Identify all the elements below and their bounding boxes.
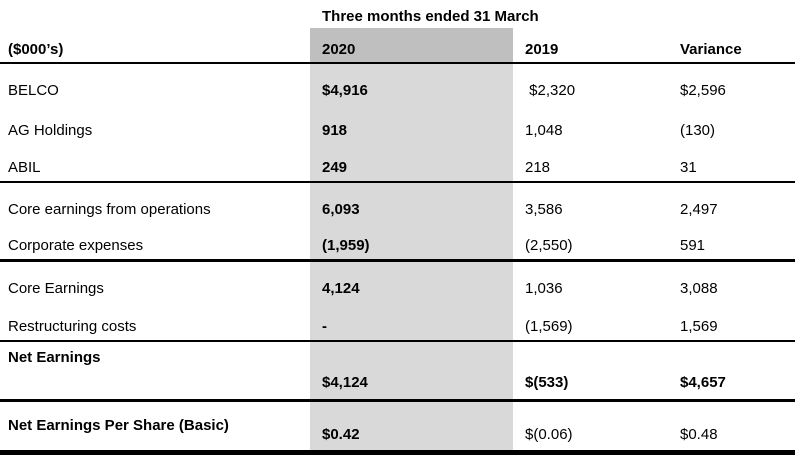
row-label: Net Earnings Per Share (Basic) bbox=[8, 416, 229, 434]
row-label: Restructuring costs bbox=[8, 317, 137, 335]
value-2020: $4,124 bbox=[310, 342, 513, 399]
column-header-units: ($000’s) bbox=[8, 40, 64, 58]
table-row-restructuring-costs: Restructuring costs - (1,569) 1,569 bbox=[0, 302, 795, 342]
value-variance: 591 bbox=[680, 236, 706, 254]
value-variance: 1,569 bbox=[680, 317, 718, 335]
table-row-core-earnings: Core Earnings 4,124 1,036 3,088 bbox=[0, 262, 795, 302]
value-2020: $0.42 bbox=[310, 402, 513, 450]
value-2020: 918 bbox=[310, 104, 513, 144]
value-2020: 6,093 bbox=[310, 183, 513, 223]
table-row-corporate-expenses: Corporate expenses (1,959) (2,550) 591 bbox=[0, 223, 795, 262]
value-2020: (1,959) bbox=[310, 223, 513, 259]
value-2020: - bbox=[310, 302, 513, 340]
row-label: Core Earnings bbox=[8, 279, 104, 297]
value-variance: 3,088 bbox=[680, 279, 718, 297]
value-2019: 1,048 bbox=[525, 121, 563, 139]
value-2019: 218 bbox=[525, 158, 551, 176]
value-2019: (2,550) bbox=[525, 236, 573, 254]
column-header-2020: 2020 bbox=[310, 28, 513, 62]
row-label: Corporate expenses bbox=[8, 236, 144, 254]
table-row-net-earnings: Net Earnings $4,124 $(533) $4,657 bbox=[0, 342, 795, 402]
row-label: AG Holdings bbox=[8, 121, 93, 139]
value-variance: 31 bbox=[680, 158, 697, 176]
value-variance: (130) bbox=[680, 121, 716, 139]
table-title-row: Three months ended 31 March bbox=[0, 0, 795, 28]
column-header-variance: Variance bbox=[680, 40, 742, 58]
value-variance: $2,596 bbox=[680, 81, 726, 99]
column-header-2019: 2019 bbox=[525, 40, 559, 58]
financial-table: Three months ended 31 March ($000’s) 202… bbox=[0, 0, 795, 455]
value-2019: $(533) bbox=[525, 373, 569, 391]
table-row-ag-holdings: AG Holdings 918 1,048 (130) bbox=[0, 104, 795, 144]
row-label: ABIL bbox=[8, 158, 41, 176]
value-variance: $0.48 bbox=[680, 425, 718, 443]
value-2019: 3,586 bbox=[525, 200, 563, 218]
value-2020: $4,916 bbox=[310, 64, 513, 104]
table-title: Three months ended 31 March bbox=[322, 8, 539, 25]
value-2020: 249 bbox=[310, 144, 513, 181]
value-2019: (1,569) bbox=[525, 317, 573, 335]
table-row-core-earnings-operations: Core earnings from operations 6,093 3,58… bbox=[0, 183, 795, 223]
table-row-net-earnings-per-share: Net Earnings Per Share (Basic) $0.42 $(0… bbox=[0, 402, 795, 455]
row-label: Net Earnings bbox=[8, 349, 101, 366]
value-2019: 1,036 bbox=[525, 279, 563, 297]
value-2020: 4,124 bbox=[310, 262, 513, 302]
header-row: ($000’s) 2020 2019 Variance bbox=[0, 28, 795, 64]
table-row-belco: BELCO $4,916 $2,320 $2,596 bbox=[0, 64, 795, 104]
row-label: BELCO bbox=[8, 81, 59, 99]
value-2019: $2,320 bbox=[525, 81, 576, 99]
value-variance: 2,497 bbox=[680, 200, 718, 218]
value-variance: $4,657 bbox=[680, 373, 726, 391]
value-2019: $(0.06) bbox=[525, 425, 573, 443]
table-row-abil: ABIL 249 218 31 bbox=[0, 144, 795, 183]
row-label: Core earnings from operations bbox=[8, 200, 211, 218]
